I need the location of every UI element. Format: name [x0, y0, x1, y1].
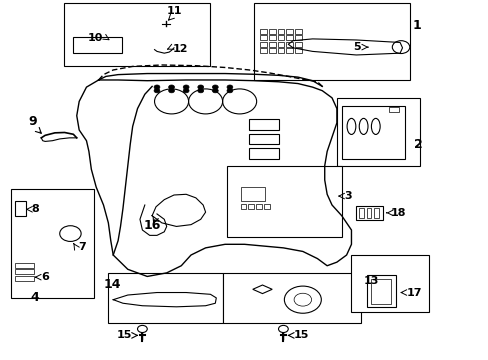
- Bar: [260, 35, 266, 40]
- Bar: [294, 48, 301, 53]
- Bar: [240, 204, 246, 208]
- Text: 3: 3: [344, 191, 351, 201]
- Text: 4: 4: [30, 291, 39, 304]
- Bar: [277, 35, 284, 40]
- Bar: [260, 42, 266, 47]
- Text: 8: 8: [31, 204, 39, 214]
- Bar: [356, 206, 382, 220]
- Bar: [268, 29, 275, 34]
- Circle shape: [198, 85, 203, 89]
- Text: 9: 9: [29, 115, 37, 128]
- Bar: [260, 29, 266, 34]
- Text: 1: 1: [411, 19, 420, 32]
- Text: 6: 6: [41, 272, 49, 282]
- Bar: [351, 255, 428, 312]
- Bar: [286, 29, 292, 34]
- Bar: [277, 48, 284, 53]
- Bar: [15, 263, 34, 268]
- Bar: [63, 3, 210, 66]
- Text: 10: 10: [88, 33, 103, 43]
- Bar: [359, 207, 364, 218]
- Circle shape: [278, 325, 287, 333]
- Bar: [264, 204, 269, 208]
- Bar: [286, 48, 292, 53]
- Text: 15: 15: [293, 330, 309, 341]
- Bar: [15, 269, 34, 274]
- Bar: [15, 276, 34, 281]
- Circle shape: [198, 89, 203, 93]
- Circle shape: [226, 85, 232, 89]
- Bar: [268, 42, 275, 47]
- Bar: [240, 187, 264, 202]
- Text: 15: 15: [116, 330, 131, 341]
- Bar: [222, 273, 361, 323]
- Bar: [11, 189, 94, 298]
- Bar: [249, 119, 278, 130]
- Bar: [341, 106, 404, 159]
- Bar: [260, 48, 266, 53]
- Bar: [294, 29, 301, 34]
- Circle shape: [168, 85, 174, 89]
- Bar: [294, 42, 301, 47]
- Bar: [15, 202, 26, 216]
- Bar: [277, 42, 284, 47]
- Bar: [366, 207, 371, 218]
- Text: 12: 12: [172, 44, 188, 54]
- Bar: [248, 204, 254, 208]
- Bar: [227, 166, 341, 237]
- Text: 2: 2: [413, 138, 422, 151]
- Circle shape: [168, 89, 174, 93]
- Bar: [268, 48, 275, 53]
- Circle shape: [226, 89, 232, 93]
- Text: 13: 13: [363, 276, 378, 286]
- Bar: [249, 148, 278, 158]
- Circle shape: [183, 85, 189, 89]
- Text: 17: 17: [406, 288, 421, 297]
- Bar: [73, 37, 122, 53]
- Text: 18: 18: [389, 208, 405, 218]
- Bar: [286, 35, 292, 40]
- Bar: [286, 42, 292, 47]
- Circle shape: [154, 89, 160, 93]
- Circle shape: [183, 89, 189, 93]
- Text: 16: 16: [143, 219, 161, 232]
- Circle shape: [212, 89, 218, 93]
- Bar: [294, 35, 301, 40]
- Bar: [366, 275, 395, 307]
- Text: 7: 7: [78, 242, 86, 252]
- Text: 11: 11: [166, 6, 182, 17]
- Circle shape: [154, 85, 160, 89]
- Bar: [388, 107, 398, 112]
- Bar: [108, 273, 222, 323]
- Bar: [277, 29, 284, 34]
- Bar: [249, 134, 278, 144]
- Circle shape: [137, 325, 147, 333]
- Bar: [254, 3, 409, 80]
- Bar: [336, 98, 419, 166]
- Bar: [373, 207, 378, 218]
- Text: 5: 5: [353, 42, 361, 52]
- Text: 14: 14: [103, 278, 121, 292]
- Bar: [370, 279, 390, 304]
- Circle shape: [212, 85, 218, 89]
- Bar: [268, 35, 275, 40]
- Bar: [256, 204, 262, 208]
